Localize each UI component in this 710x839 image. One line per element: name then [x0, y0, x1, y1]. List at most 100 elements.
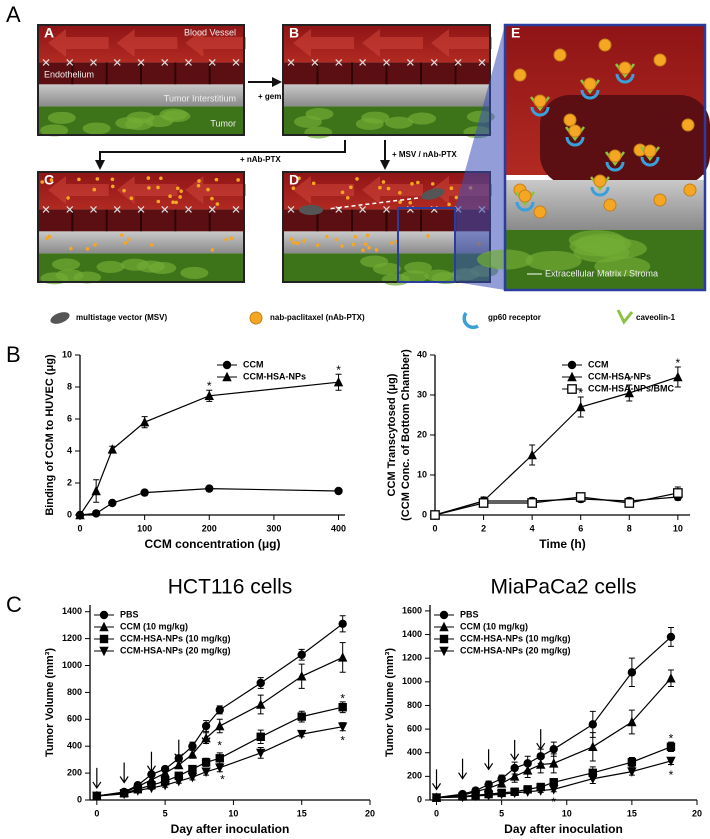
drug-particle: [214, 177, 219, 182]
drug-particle: [583, 77, 597, 91]
marker: [337, 652, 348, 662]
flow-arrow: [116, 29, 178, 57]
gp60: [515, 201, 535, 212]
marker: [187, 749, 198, 759]
drug-particle: [297, 176, 301, 181]
zoom-cone: [455, 25, 505, 290]
region-label: Tumor Interstitium: [164, 93, 236, 103]
marker: [75, 509, 85, 520]
marker: [297, 671, 307, 681]
drug-particle: [295, 241, 300, 245]
step-label: + nAb-PTX: [240, 155, 281, 164]
marker: [91, 509, 101, 518]
marker: [297, 650, 306, 659]
marker: [334, 486, 343, 496]
tumor-cell: [594, 256, 651, 277]
drug-particle: [553, 48, 567, 62]
y-tick-label: 30: [417, 389, 427, 399]
marker: [527, 498, 537, 508]
drug-particle: [374, 248, 379, 252]
legend-label: CCM-HSA-NPs (20 mg/kg): [460, 645, 571, 655]
gp60: [580, 89, 600, 100]
receptor-mark: [113, 205, 121, 213]
interstitium: [283, 84, 490, 107]
drug-particle: [681, 118, 695, 132]
significance: *: [669, 768, 674, 782]
drug-particle: [398, 200, 402, 204]
drug-particle: [398, 191, 402, 195]
marker: [205, 484, 214, 493]
drug-particle: [340, 244, 344, 248]
marker: [146, 783, 157, 794]
subpanel-label: E: [511, 25, 520, 41]
chart-title: MiaPaCa2 cells: [491, 576, 637, 599]
receptor-mark: [478, 58, 486, 66]
marker: [256, 732, 265, 741]
x-tick-label: 20: [692, 808, 702, 818]
marker: [188, 764, 197, 774]
significance: *: [340, 733, 345, 747]
marker: [627, 767, 637, 777]
receptor-mark: [185, 58, 192, 66]
y-tick-label: 400: [67, 741, 82, 751]
subpanel-label: B: [289, 25, 299, 41]
drug-particle: [386, 186, 391, 191]
marker: [536, 786, 546, 796]
marker: [337, 722, 348, 732]
receptor-mark: [185, 205, 192, 213]
drug-particle: [533, 94, 547, 108]
drug-particle: [92, 187, 97, 192]
x-tick-label: 6: [578, 523, 583, 533]
marker: [549, 744, 558, 754]
marker: [549, 785, 559, 795]
marker: [588, 720, 598, 729]
legend-label: CCM-HSA-NPs: [243, 371, 306, 381]
marker: [439, 610, 449, 620]
y-tick-label: 1000: [62, 660, 82, 670]
x-tick-label: 20: [365, 808, 375, 818]
drug-particle: [40, 180, 44, 184]
drug-particle: [563, 113, 577, 127]
drug-particle: [178, 195, 182, 199]
tumor-cell: [96, 260, 125, 273]
drug-particle: [513, 68, 527, 82]
receptor-mark: [335, 58, 343, 66]
marker: [496, 778, 507, 788]
receptor-mark: [42, 58, 50, 66]
subpanel-label: A: [44, 25, 54, 41]
marker: [576, 401, 586, 412]
receptor-mark: [454, 58, 462, 66]
marker: [624, 498, 635, 508]
marker: [215, 754, 224, 763]
interstitium: [38, 84, 244, 107]
drug-particle: [236, 178, 240, 182]
marker: [107, 444, 118, 454]
drug-particle: [608, 149, 622, 163]
panel-label: A: [6, 2, 21, 27]
gp60: [530, 106, 550, 117]
legend-label: gp60 receptor: [488, 313, 541, 322]
receptor-mark: [90, 58, 97, 66]
drug-particle: [174, 200, 179, 205]
drug-particle: [311, 181, 316, 186]
marker: [567, 384, 577, 394]
diagram-background: [37, 23, 710, 330]
drug-particle: [643, 144, 657, 158]
drug-particle: [196, 183, 201, 188]
drug-particle: [381, 180, 386, 184]
legend-label: CCM: [588, 359, 609, 369]
marker: [549, 778, 558, 787]
msv-icon: [50, 312, 70, 324]
drug-particle: [85, 247, 90, 251]
marker: [439, 646, 449, 657]
gp60: [605, 161, 625, 172]
drug-particle: [349, 185, 353, 189]
marker: [174, 759, 184, 770]
legend-label: PBS: [120, 609, 139, 619]
drug-particle: [179, 189, 183, 193]
significance: *: [217, 739, 222, 753]
y-tick-label: 1600: [402, 605, 422, 615]
y-tick-label: 20: [417, 429, 427, 439]
x-tick-label: 0: [94, 808, 99, 818]
marker: [673, 371, 683, 382]
